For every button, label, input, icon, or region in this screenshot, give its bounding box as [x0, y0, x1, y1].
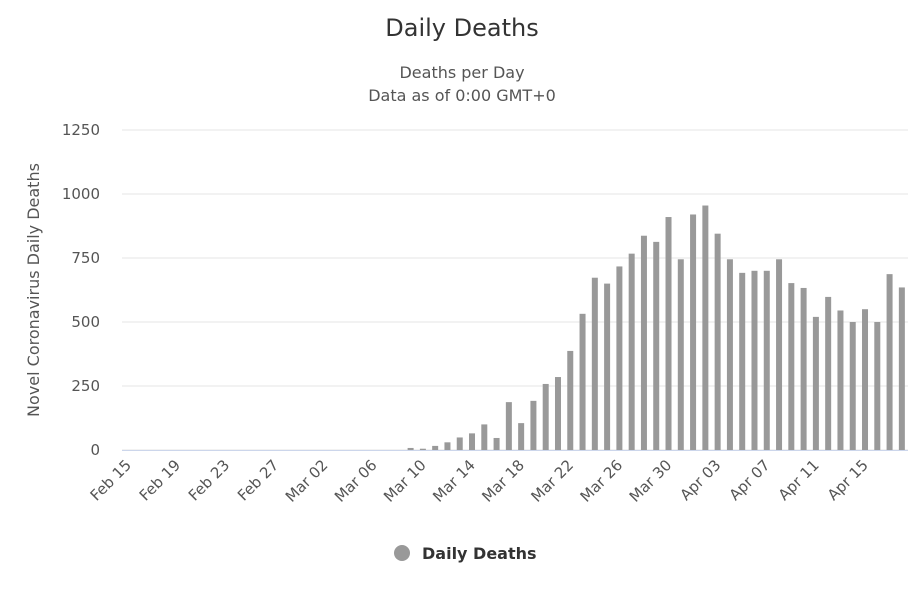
bar	[862, 309, 869, 450]
bar	[518, 423, 525, 450]
x-tick-label: Apr 03	[677, 456, 725, 504]
bar	[837, 310, 844, 450]
bar	[419, 448, 426, 450]
bar	[886, 274, 893, 450]
x-tick-label: Mar 22	[527, 456, 577, 506]
y-tick-label: 0	[90, 441, 100, 459]
legend-label: Daily Deaths	[422, 544, 537, 563]
x-tick-label: Mar 02	[282, 456, 332, 506]
x-tick-label: Apr 07	[726, 456, 774, 504]
x-tick-label: Apr 11	[775, 456, 823, 504]
x-tick-label: Mar 14	[429, 456, 479, 506]
bar	[554, 377, 561, 450]
bar	[604, 283, 611, 450]
y-tick-label: 250	[71, 377, 100, 395]
x-tick-label: Mar 10	[380, 456, 430, 506]
bar	[776, 259, 783, 450]
x-tick-label: Feb 27	[234, 456, 282, 504]
bar	[690, 214, 697, 450]
bar	[653, 241, 660, 450]
bar	[407, 447, 414, 450]
x-tick-label: Feb 19	[136, 456, 184, 504]
bar	[812, 316, 819, 450]
bar	[469, 433, 476, 450]
bar	[825, 296, 832, 450]
bar	[726, 259, 733, 450]
bar	[788, 283, 795, 450]
y-tick-label: 500	[71, 313, 100, 331]
bar	[665, 217, 672, 450]
bar	[640, 235, 647, 450]
x-tick-label: Apr 15	[824, 456, 872, 504]
bar	[579, 313, 586, 450]
y-axis-label: Novel Coronavirus Daily Deaths	[24, 163, 43, 417]
chart-title: Daily Deaths	[385, 14, 538, 42]
bar	[898, 287, 905, 450]
bar	[751, 270, 758, 450]
bar	[628, 253, 635, 450]
bar	[616, 266, 623, 450]
x-tick-label: Mar 26	[577, 456, 627, 506]
bar	[481, 424, 488, 450]
bar	[444, 442, 451, 450]
chart-subtitle: Deaths per Day	[399, 63, 524, 82]
y-tick-label: 1250	[62, 121, 100, 139]
chart-subtitle: Data as of 0:00 GMT+0	[368, 86, 556, 105]
x-tick-label: Mar 18	[478, 456, 528, 506]
y-tick-label: 750	[71, 249, 100, 267]
y-tick-label: 1000	[62, 185, 100, 203]
bar	[505, 402, 512, 450]
bar	[493, 437, 500, 450]
bar	[542, 383, 549, 450]
bar	[432, 445, 439, 450]
bar	[702, 205, 709, 450]
x-tick-label: Feb 23	[185, 456, 233, 504]
x-tick-label: Feb 15	[87, 456, 135, 504]
bar	[567, 350, 574, 450]
bar	[714, 233, 721, 450]
bar	[800, 287, 807, 450]
bar	[456, 437, 463, 450]
x-tick-label: Mar 30	[626, 456, 676, 506]
x-tick-label: Mar 06	[331, 456, 381, 506]
bar	[677, 259, 684, 450]
bar	[591, 277, 598, 450]
bar	[849, 322, 856, 450]
bar	[739, 272, 746, 450]
bar	[763, 270, 770, 450]
bar	[874, 322, 881, 450]
bar	[530, 400, 537, 450]
legend-marker	[394, 545, 410, 561]
